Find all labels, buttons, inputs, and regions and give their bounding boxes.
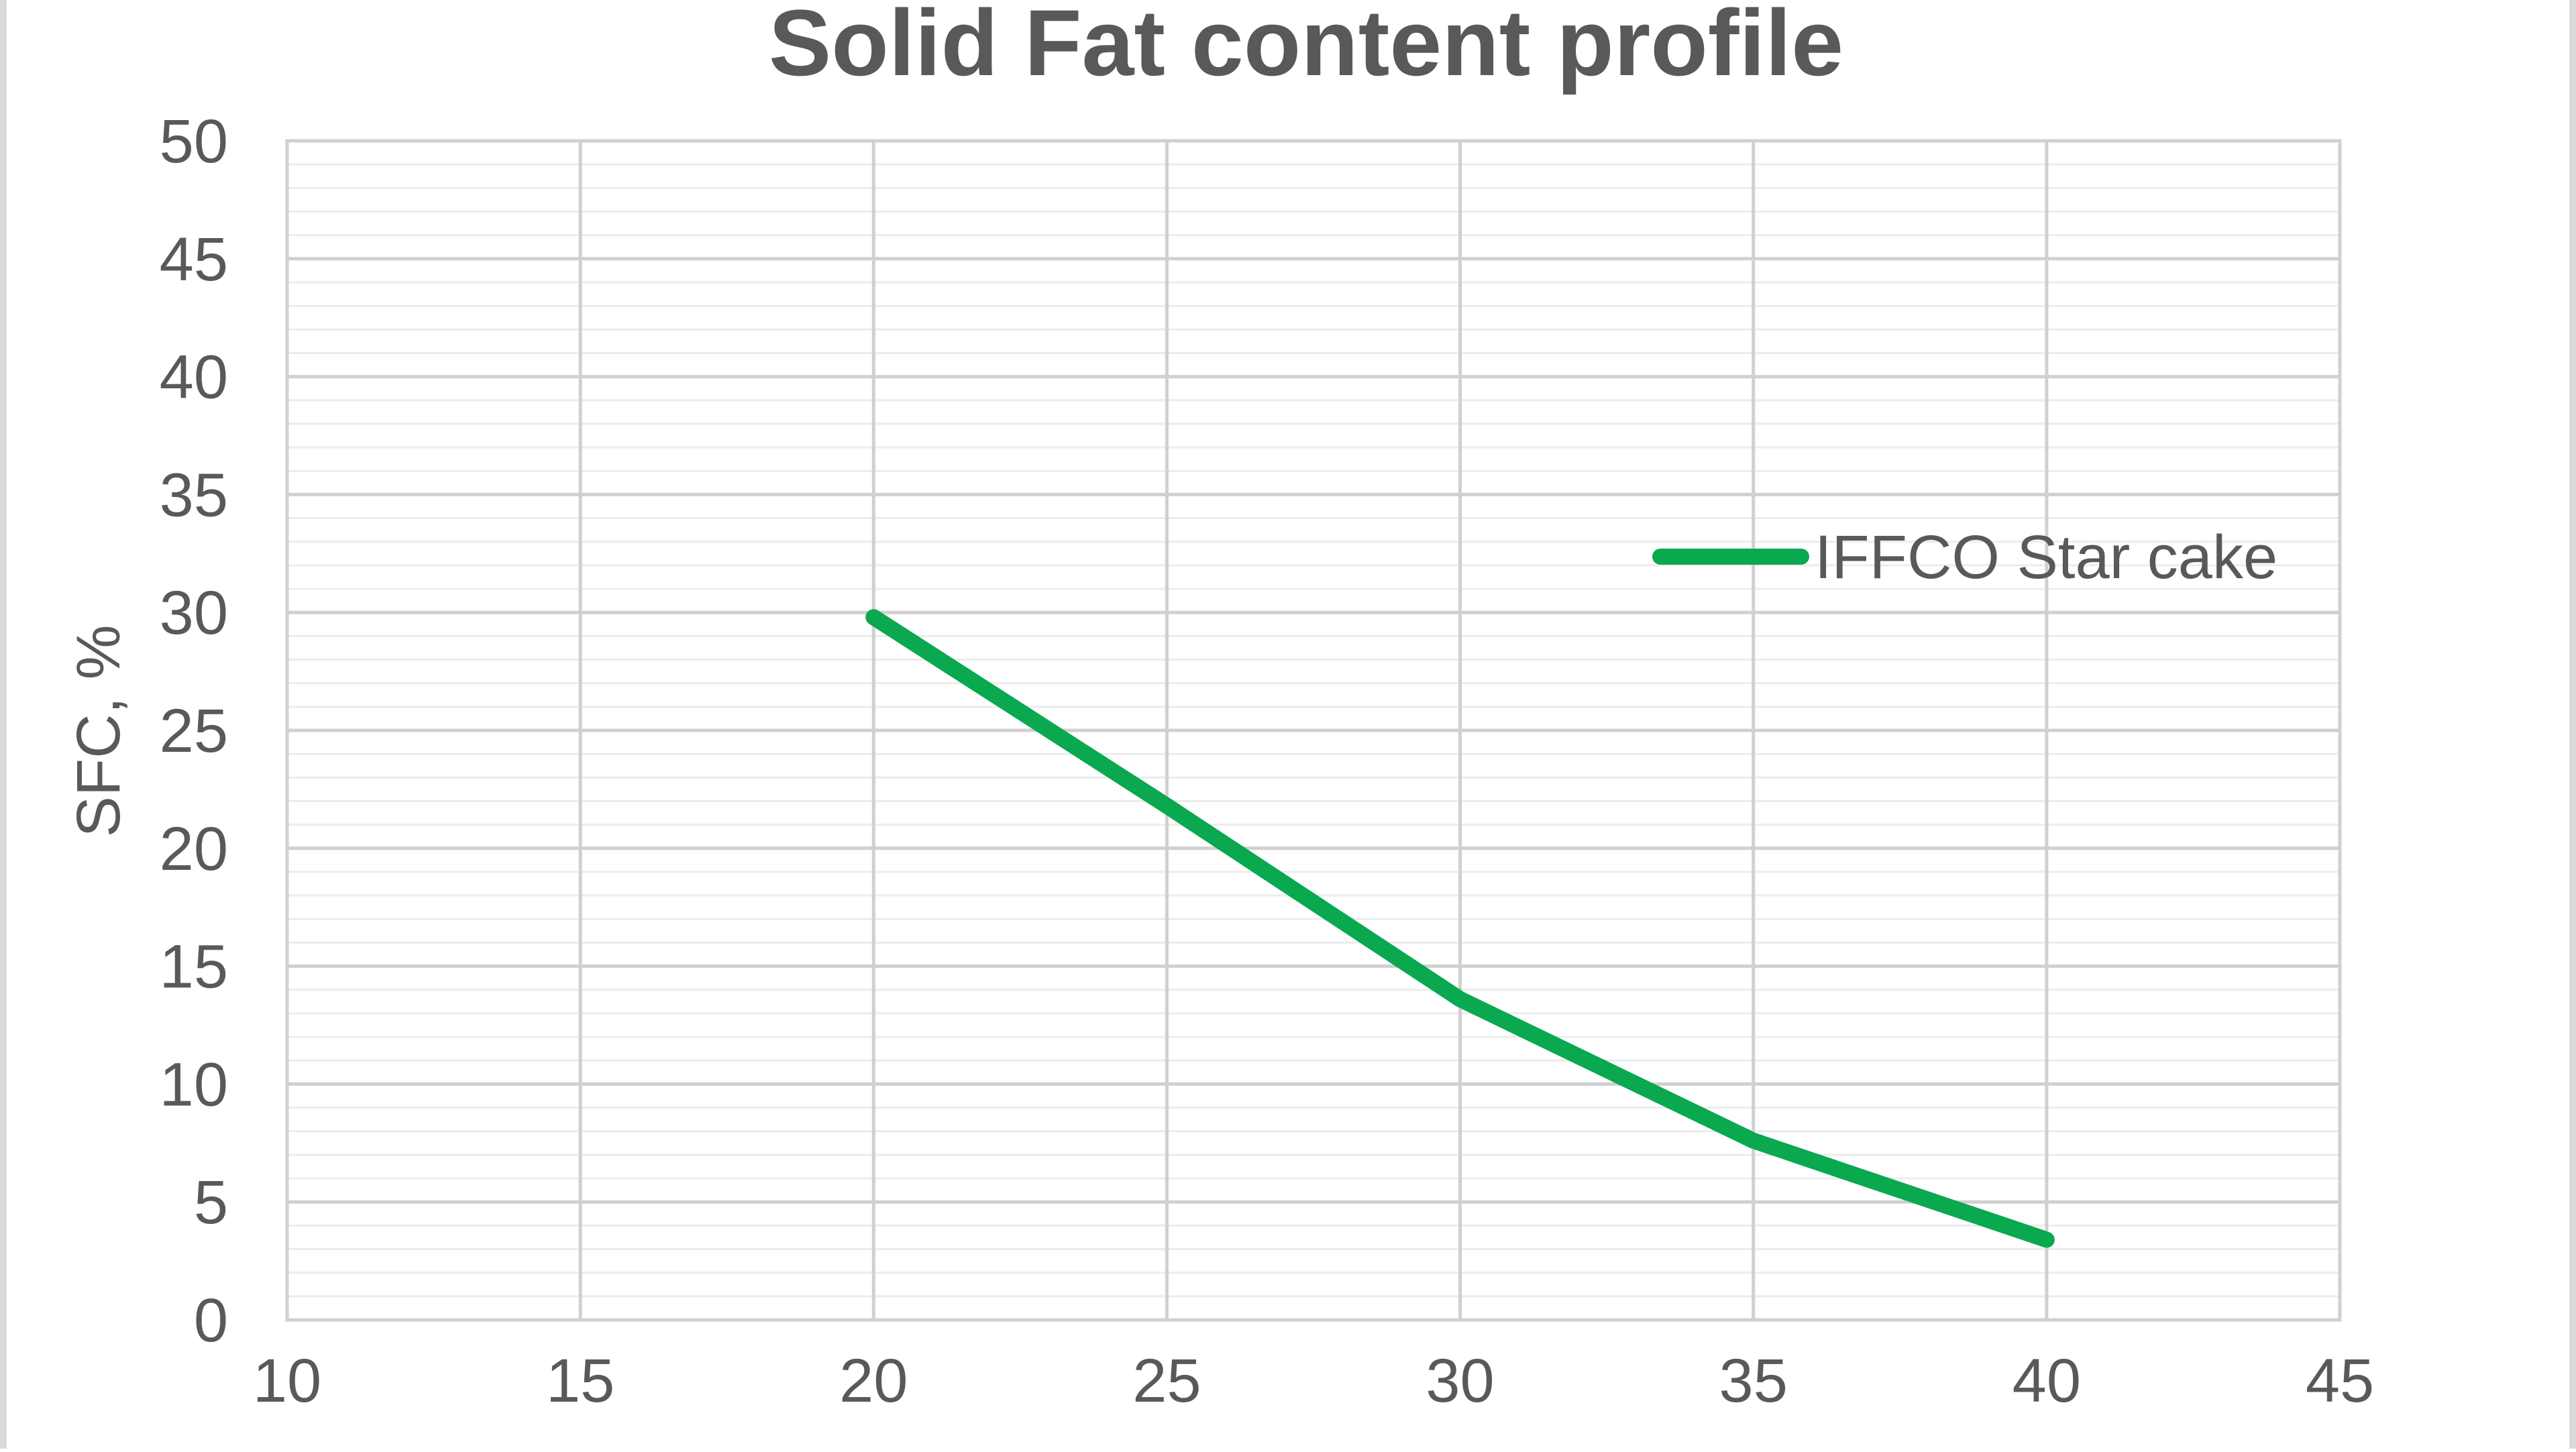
- x-tick-label: 45: [2306, 1347, 2374, 1415]
- y-tick-label: 45: [160, 225, 228, 294]
- minor-gridlines: [287, 163, 2340, 1298]
- y-tick-label: 40: [160, 343, 228, 412]
- y-tick-label: 30: [160, 579, 228, 647]
- y-tick-label: 50: [160, 107, 228, 176]
- x-tick-label: 20: [839, 1347, 908, 1415]
- x-tick-label: 35: [1719, 1347, 1788, 1415]
- plot-area-border: [285, 139, 2342, 1322]
- y-axis-tick-labels: 0 5 10 15 20 25 30 35 40 45 50: [160, 107, 228, 1355]
- legend-label: IFFCO Star cake: [1815, 523, 2277, 592]
- x-axis-tick-labels: 10 15 20 25 30 35 40 45: [253, 1347, 2374, 1415]
- x-tick-label: 25: [1132, 1347, 1201, 1415]
- data-point: [1460, 999, 1461, 1000]
- y-tick-label: 15: [160, 933, 228, 1001]
- y-axis-label: SFC, %: [64, 625, 133, 838]
- y-tick-label: 0: [194, 1286, 228, 1355]
- data-point: [1166, 805, 1167, 807]
- chart-title: Solid Fat content profile: [769, 0, 1843, 95]
- x-tick-label: 10: [253, 1347, 321, 1415]
- data-point: [873, 616, 874, 618]
- x-tick-label: 30: [1426, 1347, 1494, 1415]
- y-tick-label: 10: [160, 1050, 228, 1119]
- x-tick-label: 15: [546, 1347, 614, 1415]
- series-layer: [865, 609, 2055, 1248]
- y-tick-label: 25: [160, 697, 228, 765]
- data-point: [2046, 1239, 2047, 1240]
- y-tick-label: 5: [194, 1168, 228, 1237]
- left-frame-border: [0, 0, 7, 1449]
- right-frame-border: [2569, 0, 2576, 1449]
- data-point: [1753, 1140, 1754, 1141]
- legend: IFFCO Star cake: [1652, 523, 2277, 592]
- y-tick-label: 20: [160, 815, 228, 883]
- series-line: [865, 609, 2055, 1248]
- major-gridlines: [285, 139, 2342, 1322]
- x-tick-label: 40: [2012, 1347, 2081, 1415]
- y-tick-label: 35: [160, 461, 228, 529]
